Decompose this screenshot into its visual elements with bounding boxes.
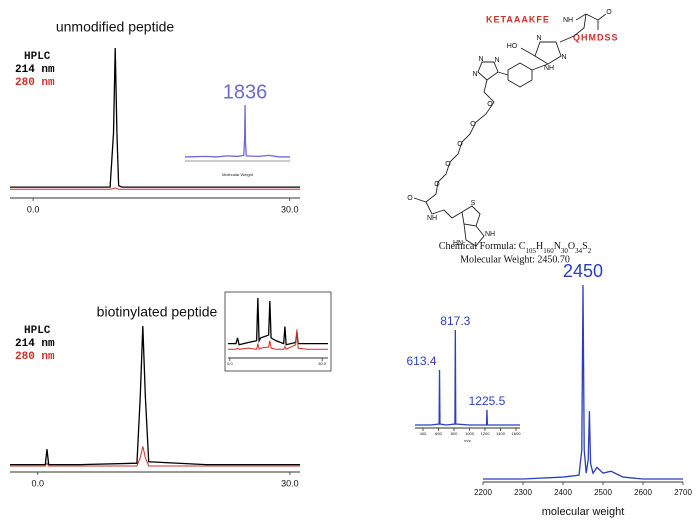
x-tick-label: 2500 bbox=[594, 488, 612, 497]
atom: O bbox=[407, 195, 413, 202]
formula: Chemical Formula: C105H160N30O34S2 bbox=[439, 241, 592, 254]
atom: S bbox=[471, 200, 476, 207]
x-tick-label: 1000 bbox=[465, 431, 475, 436]
trace bbox=[184, 104, 290, 158]
legend-label: 280 nm bbox=[15, 351, 55, 363]
x-axis-label: m/z bbox=[464, 438, 470, 443]
formula-subscript: 2 bbox=[588, 247, 592, 255]
chart-title: unmodified peptide bbox=[56, 19, 175, 35]
formula-subscript: 34 bbox=[575, 247, 583, 255]
atom: O bbox=[470, 121, 476, 128]
x-tick-label: 2300 bbox=[514, 488, 532, 497]
atom: O bbox=[434, 181, 440, 188]
trace bbox=[10, 325, 300, 466]
formula-element: O bbox=[568, 241, 575, 252]
atom: O bbox=[487, 101, 493, 108]
x-tick-label: 2700 bbox=[674, 488, 692, 497]
atom: N bbox=[536, 35, 541, 42]
x-tick-label: 400 bbox=[420, 431, 427, 436]
atom: N bbox=[472, 71, 477, 78]
formula-subscript: 160 bbox=[543, 247, 554, 255]
x-tick-label: 1600 bbox=[512, 431, 522, 436]
peak-label: 1836 bbox=[223, 81, 268, 103]
x-tick-label: 30.0 bbox=[318, 361, 327, 366]
atom: NH bbox=[485, 231, 495, 238]
atom: O bbox=[457, 141, 463, 148]
legend-label: 214 nm bbox=[15, 338, 55, 350]
legend-title: HPLC bbox=[24, 51, 51, 63]
x-tick-label: 800 bbox=[451, 431, 458, 436]
formula-element: C bbox=[519, 241, 526, 252]
formula-element: S bbox=[582, 241, 588, 252]
molecular-weight: Molecular Weight: 2450.70 bbox=[460, 254, 570, 265]
atom: N bbox=[478, 56, 483, 63]
peak-label: 2450 bbox=[563, 261, 603, 281]
x-tick-label: 2600 bbox=[634, 488, 652, 497]
chart-title: biotinylated peptide bbox=[97, 304, 218, 320]
legend-label: 280 nm bbox=[15, 77, 55, 89]
trace bbox=[10, 47, 300, 188]
x-tick-label: 600 bbox=[435, 431, 442, 436]
trace bbox=[415, 329, 520, 426]
atom: HO bbox=[507, 43, 518, 50]
trace bbox=[483, 284, 683, 480]
formula-subscript: 30 bbox=[561, 247, 569, 255]
atom: N bbox=[494, 57, 499, 64]
peptide-n: KETAAAKFE bbox=[486, 14, 550, 24]
atom: NH bbox=[427, 215, 437, 222]
atom: HN bbox=[453, 240, 463, 247]
x-axis-label: molecular weight bbox=[542, 506, 625, 518]
x-tick-label: 1400 bbox=[496, 431, 506, 436]
bond bbox=[413, 13, 607, 247]
atom: N bbox=[561, 54, 566, 61]
x-tick-label: 2400 bbox=[554, 488, 572, 497]
atom: NH bbox=[544, 65, 554, 72]
x-tick-label: 0.0 bbox=[227, 361, 233, 366]
x-tick-label: 2200 bbox=[474, 488, 492, 497]
atom: O bbox=[606, 9, 612, 16]
trace bbox=[228, 329, 328, 351]
x-axis-label: Molecular Weight bbox=[222, 172, 254, 177]
trace bbox=[10, 446, 300, 467]
trace bbox=[228, 297, 328, 346]
x-tick-label: 30.0 bbox=[281, 204, 299, 214]
structure: KETAAAKFE QHMDSS NH O HO N N NH N N N O … bbox=[407, 9, 619, 265]
x-tick-label: 0.0 bbox=[27, 204, 40, 214]
x-tick-label: 30.0 bbox=[281, 478, 299, 488]
peak-label: 613.4 bbox=[406, 354, 436, 368]
peak-label: 817.3 bbox=[440, 314, 470, 328]
trace bbox=[10, 187, 300, 190]
formula-subscript: 105 bbox=[525, 247, 536, 255]
x-tick-label: 1200 bbox=[481, 431, 491, 436]
legend-title: HPLC bbox=[24, 325, 51, 337]
formula-element: H bbox=[536, 241, 543, 252]
formula-element: N bbox=[554, 241, 561, 252]
peptide-c: QHMDSS bbox=[573, 32, 619, 42]
atom: NH bbox=[563, 17, 573, 24]
atom: O bbox=[445, 161, 451, 168]
peak-label: 1225.5 bbox=[469, 394, 506, 408]
x-tick-label: 0.0 bbox=[31, 478, 44, 488]
inset-frame bbox=[224, 291, 332, 372]
legend-label: 214 nm bbox=[15, 64, 55, 76]
formula-label: Chemical Formula: bbox=[439, 241, 517, 252]
